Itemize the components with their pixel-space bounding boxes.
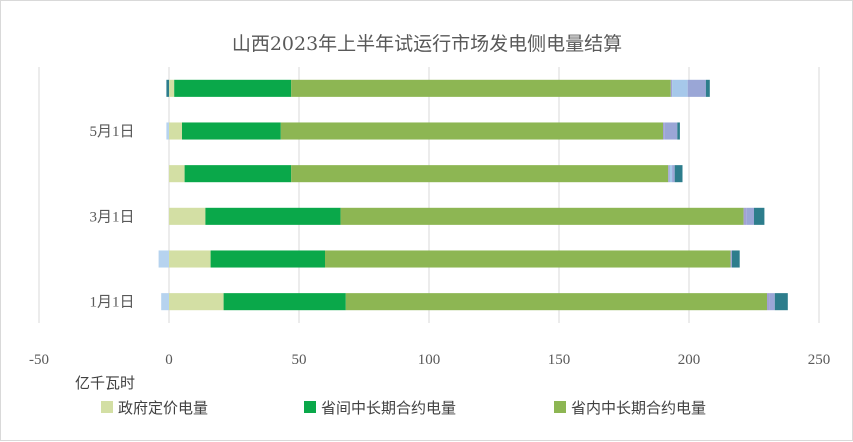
legend-label: 省内中长期合约电量	[571, 399, 706, 417]
bar-segment	[174, 79, 292, 97]
bar-segment	[184, 165, 292, 183]
x-tick-label: 100	[418, 352, 441, 368]
x-tick-label: -50	[29, 352, 49, 368]
bar-segment	[687, 79, 706, 97]
bar-segment	[291, 165, 669, 183]
bar-segment	[664, 122, 678, 140]
bar-segment	[169, 122, 182, 140]
bar-segment	[774, 293, 788, 311]
bar-segment	[291, 79, 671, 97]
bar-segment	[769, 293, 775, 311]
value-axis: -50 0 50 100 150 200 250	[29, 352, 830, 368]
bar-segment	[754, 207, 765, 225]
bar-segment	[169, 293, 224, 311]
category-label: 3月1日	[89, 209, 134, 225]
bar-segment	[169, 165, 185, 183]
bar-segment	[169, 250, 211, 268]
bar-segment	[169, 207, 206, 225]
bar-segment	[672, 79, 688, 97]
unit-label: 亿千瓦时	[75, 374, 135, 392]
bar-segment	[730, 250, 732, 268]
bar-segment	[169, 79, 175, 97]
bars	[158, 79, 788, 311]
category-axis: 1月1日 3月1日 5月1日	[89, 124, 134, 311]
bar-segment	[668, 165, 670, 183]
bar-segment	[280, 122, 663, 140]
x-tick-label: 250	[808, 352, 831, 368]
bar-segment	[663, 122, 665, 140]
bar-segment-negative	[161, 293, 169, 311]
bar-segment	[743, 207, 747, 225]
bar-segment	[674, 165, 683, 183]
bar-segment-negative	[166, 122, 169, 140]
bar-segment	[325, 250, 731, 268]
x-tick-label: 200	[678, 352, 701, 368]
bar-segment	[205, 207, 341, 225]
legend-swatch	[304, 401, 316, 413]
bar-segment	[746, 207, 754, 225]
legend-label: 政府定价电量	[118, 399, 208, 417]
category-label: 5月1日	[89, 124, 134, 140]
bar-segment-negative	[158, 250, 169, 268]
legend-label: 省间中长期合约电量	[321, 399, 456, 417]
bar-segment	[669, 165, 673, 183]
legend: 政府定价电量 省间中长期合约电量 省内中长期合约电量	[101, 399, 706, 417]
bar-segment	[340, 207, 744, 225]
x-tick-label: 0	[165, 352, 173, 368]
x-tick-label: 150	[548, 352, 571, 368]
bar-segment	[223, 293, 346, 311]
bar-segment	[705, 79, 710, 97]
bar-segment	[731, 250, 740, 268]
bar-segment	[345, 293, 767, 311]
legend-swatch	[554, 401, 566, 413]
gridlines	[38, 67, 820, 323]
bar-segment	[672, 165, 675, 183]
chart-title: 山西2023年上半年试运行市场发电侧电量结算	[232, 33, 622, 55]
bar-segment	[182, 122, 281, 140]
category-label: 1月1日	[89, 295, 134, 311]
bar-segment	[767, 293, 770, 311]
bar-segment	[670, 79, 673, 97]
x-tick-label: 50	[292, 352, 307, 368]
legend-swatch	[101, 401, 113, 413]
bar-segment	[210, 250, 325, 268]
bar-segment	[677, 122, 680, 140]
bar-segment-negative	[166, 79, 169, 97]
